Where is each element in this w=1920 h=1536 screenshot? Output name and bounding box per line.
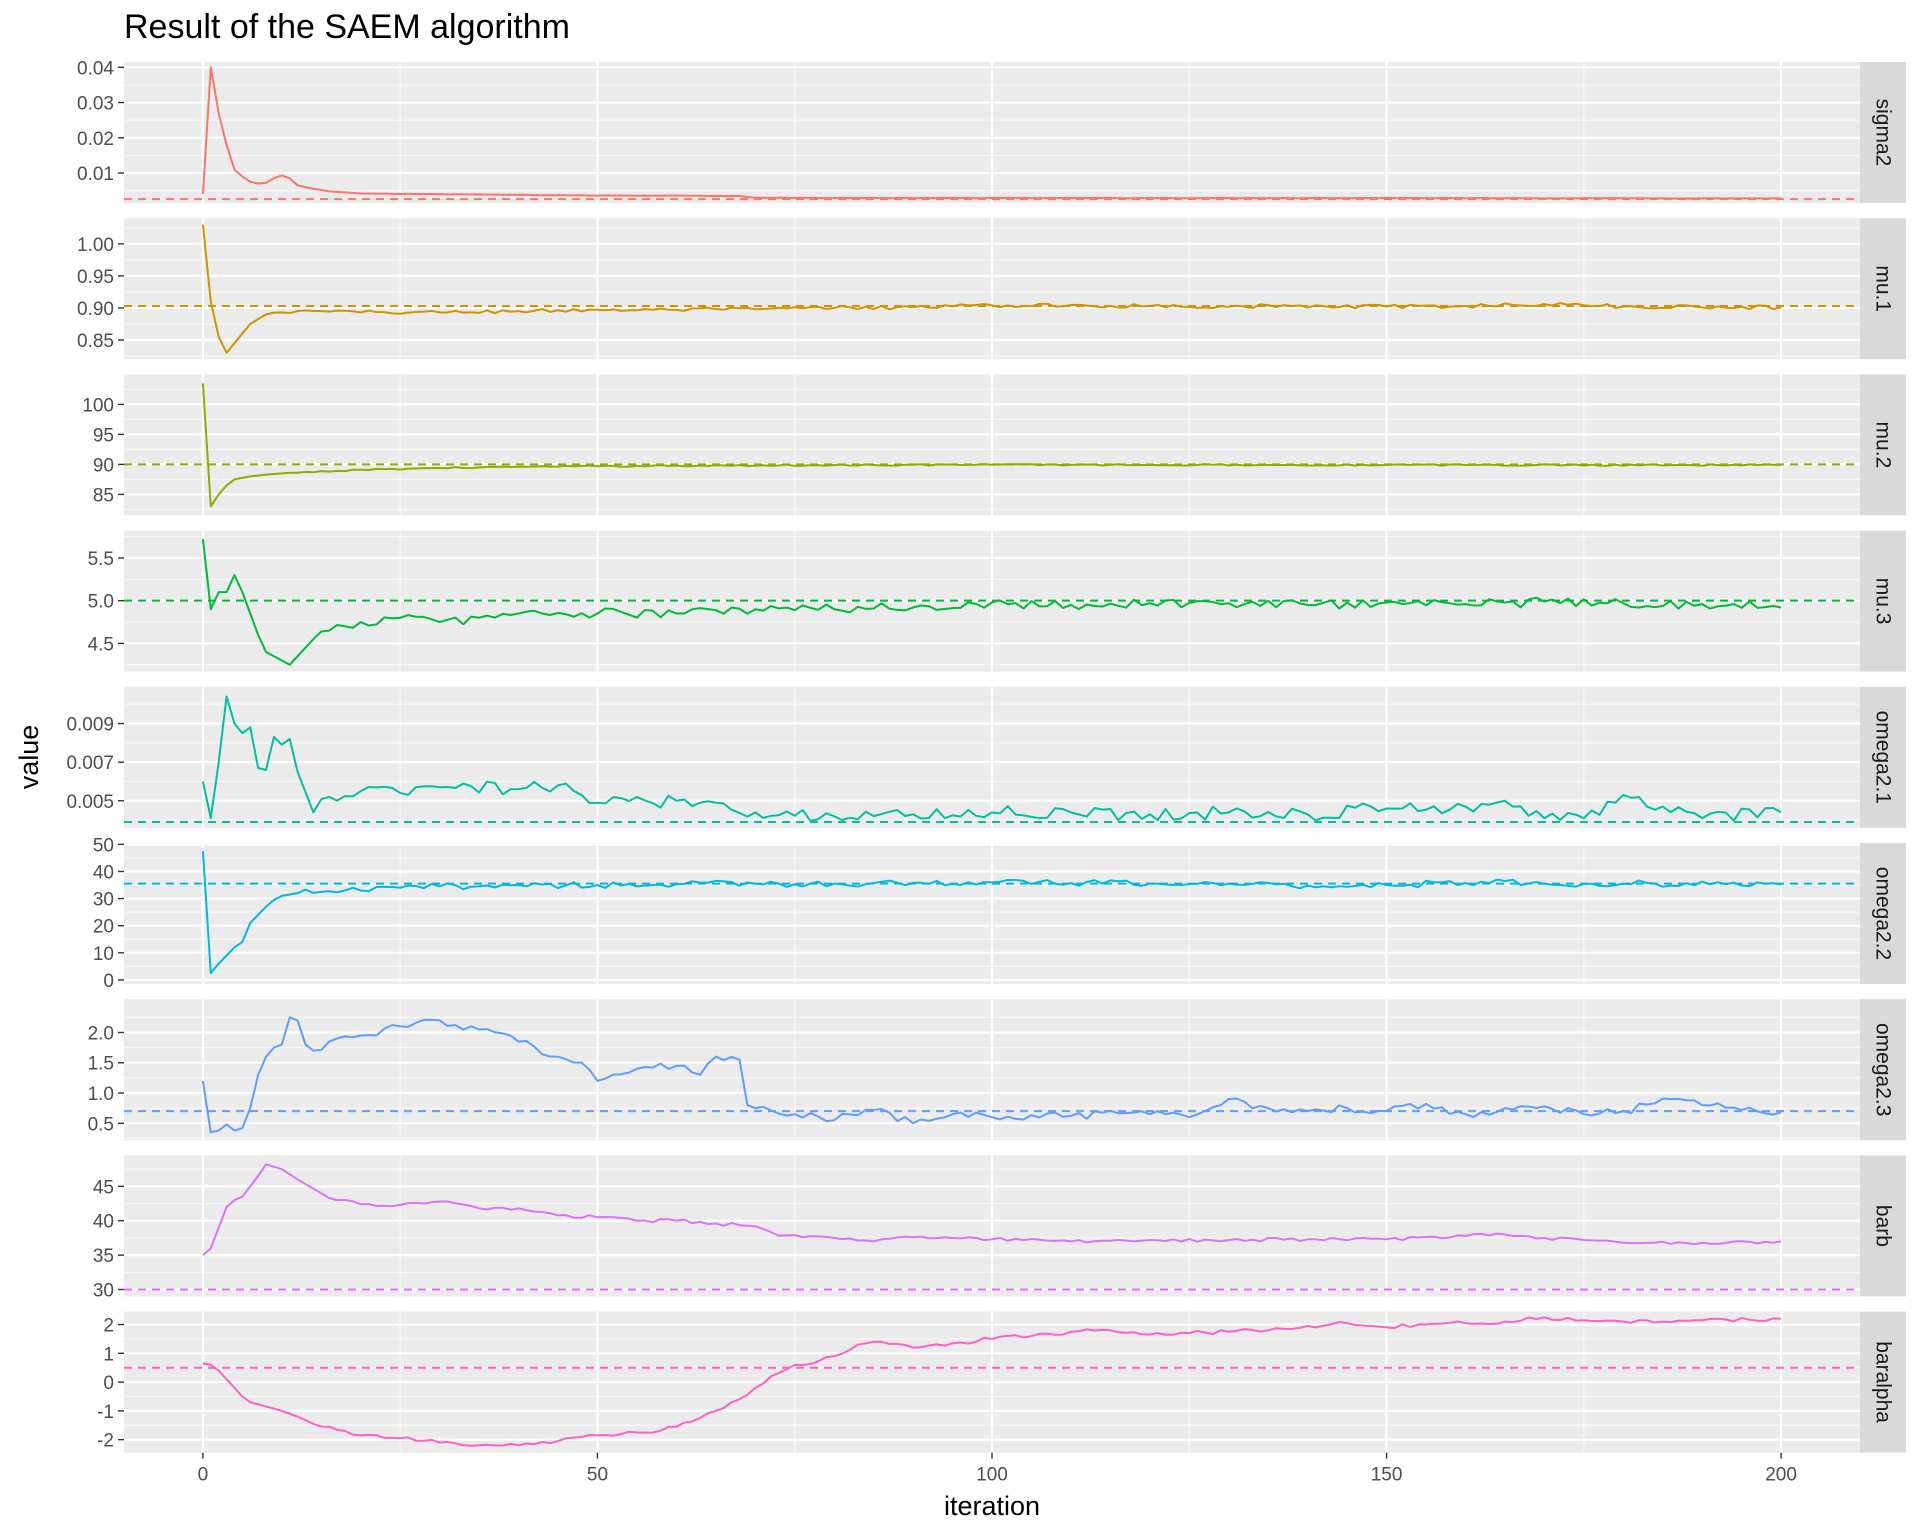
series-line-mu-1 [201,224,1782,354]
y-tick-label: 5.5 [88,549,114,570]
y-tick-label: 0.02 [77,129,114,150]
y-tick-label: 0.85 [77,331,114,352]
series-line-barb [202,1163,1782,1256]
facet-strip-label: mu.2 [1872,422,1895,469]
facet-strip [1860,62,1906,203]
y-tick-label: 1.5 [88,1054,114,1075]
panel-barb: 30 35 40 45 barb [93,1155,1906,1302]
facet-strip [1860,999,1906,1141]
y-tick-label: 1.0 [88,1084,114,1105]
y-tick-label: 0.03 [77,94,114,115]
y-tick-label: 50 [93,835,114,856]
panel-baralpha: -2 -1 0 1 2 baralpha [97,1311,1906,1453]
facet-strip-label: baralpha [1872,1341,1895,1423]
y-tick-label: 0.007 [66,753,114,774]
series-line-baralpha [202,1316,1782,1447]
panel-omega2-3: 0.5 1.0 1.5 2.0 omega2.3 [88,999,1906,1141]
facet-strip [1860,218,1906,360]
series-line-mu-3 [201,539,1782,666]
y-tick-label: 100 [82,395,114,416]
y-tick-label: 30 [93,890,114,911]
series-line-omega2-3 [201,1016,1782,1134]
facet-strip-label: omega2.2 [1872,867,1895,960]
facet-strip [1860,686,1906,828]
series-line-mu-2 [201,383,1782,508]
x-tick-label: 150 [1371,1465,1403,1486]
facet-strip [1860,530,1906,672]
y-tick-label: 0.01 [77,164,114,185]
y-tick-label: 85 [93,485,114,506]
facet-strip [1860,374,1906,516]
facet-strip-label: mu.3 [1872,578,1895,625]
y-tick-label: 40 [93,862,114,883]
y-tick-label: 0.95 [77,267,114,288]
series-line-sigma2 [201,66,1782,200]
facet-strip-label: omega2.1 [1872,711,1895,804]
chart-title: Result of the SAEM algorithm [124,8,570,46]
x-tick-label: 200 [1765,1465,1797,1486]
y-tick-label: 0.90 [77,299,114,320]
x-axis-title: iteration [944,1491,1040,1521]
panel-omega2-2: 0 10 20 30 40 50 omega2.2 [93,835,1906,992]
y-axis-title: value [14,725,44,790]
y-tick-label: 1 [103,1344,114,1365]
y-tick-label: 0.04 [77,58,114,79]
y-tick-label: 20 [93,917,114,938]
y-tick-label: -2 [97,1431,114,1452]
y-tick-label: 90 [93,455,114,476]
panel-mu-2: 85 90 95 100 mu.2 [82,374,1906,516]
panels-layer: 0.010.020.030.04sigma20.850.900.951.00mu… [66,58,1906,1453]
y-tick-label: 10 [93,944,114,965]
x-axis: 0 50 100 150 200 [198,1452,1797,1486]
y-tick-label: 4.5 [88,634,114,655]
facet-strip-label: barb [1872,1205,1895,1247]
y-tick-label: 45 [93,1177,114,1198]
y-tick-label: 1.00 [77,235,114,256]
x-tick-label: 50 [587,1465,608,1486]
y-tick-label: 30 [93,1281,114,1302]
x-tick-label: 0 [198,1465,209,1486]
y-tick-label: 2.0 [88,1023,114,1044]
y-tick-label: 2 [103,1316,114,1337]
series-line-omega2-2 [201,851,1782,975]
y-tick-label: 35 [93,1246,114,1267]
y-tick-label: -1 [97,1402,114,1423]
y-tick-label: 95 [93,425,114,446]
panel-omega2-1: 0.005 0.007 0.009 omega2.1 [66,686,1906,828]
y-tick-label: 0.5 [88,1114,114,1135]
facet-strip [1860,843,1906,984]
series-line-omega2-1 [201,695,1782,822]
panel-mu-1: 0.85 0.90 0.95 1.00 mu.1 [77,218,1906,360]
panel-sigma2: 0.01 0.02 0.03 0.04 sigma2 [77,58,1906,203]
facet-strip-label: mu.1 [1872,265,1895,312]
y-tick-label: 5.0 [88,592,114,613]
facet-strip-label: sigma2 [1872,99,1895,167]
y-tick-label: 0 [103,971,114,992]
y-tick-label: 0.009 [66,714,114,735]
facet-strip-label: omega2.3 [1872,1023,1895,1116]
panel-mu-3: 4.5 5.0 5.5 mu.3 [88,530,1906,672]
facet-strip [1860,1311,1906,1453]
y-tick-label: 0.005 [66,792,114,813]
y-tick-label: 0 [103,1373,114,1394]
y-tick-label: 40 [93,1212,114,1233]
facet-strip [1860,1155,1906,1297]
x-tick-label: 100 [976,1465,1008,1486]
